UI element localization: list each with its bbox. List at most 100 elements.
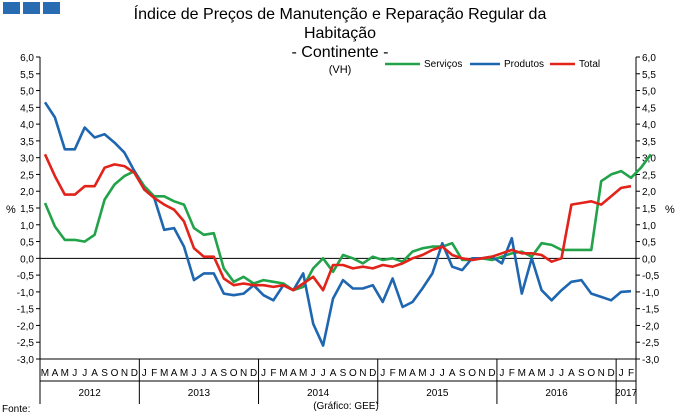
x-tick-label-month: O [111, 368, 119, 379]
legend-label-produtos: Produtos [504, 59, 544, 70]
y-tick-label-right: 4,0 [642, 120, 656, 131]
y-tick-label-left: 4,0 [20, 120, 34, 131]
y-tick-label-left: -2,0 [17, 321, 35, 332]
x-tick-label-month: A [330, 368, 337, 379]
x-tick-label-month: A [91, 368, 98, 379]
y-tick-label-right: 0,0 [642, 254, 656, 265]
x-tick-label-month: O [349, 368, 357, 379]
series-line-total [43, 153, 632, 292]
x-tick-label-month: M [398, 368, 406, 379]
chart-subtitle: (VH) [329, 64, 352, 76]
y-tick-label-left: -1,5 [17, 305, 35, 316]
y-tick-label-right: 5,5 [642, 70, 656, 81]
y-tick-label-left: -0,5 [17, 271, 35, 282]
series-line-serviços [43, 153, 652, 292]
y-tick-label-right: -3,0 [642, 355, 660, 366]
x-tick-label-month: F [628, 368, 634, 379]
x-tick-label-year: 2016 [545, 388, 568, 399]
x-tick-label-month: S [220, 368, 227, 379]
y-tick-label-right: -1,5 [642, 305, 660, 316]
y-tick-label-right: -2,5 [642, 338, 660, 349]
y-tick-label-right: 3,5 [642, 137, 656, 148]
x-tick-label-month: M [61, 368, 69, 379]
header-square-3 [43, 2, 60, 14]
x-tick-label-month: J [261, 368, 266, 379]
x-tick-label-month: A [528, 368, 535, 379]
x-tick-label-month: A [409, 368, 416, 379]
credit-label: (Gráfico: GEE) [313, 401, 379, 412]
x-tick-label-month: A [568, 368, 575, 379]
x-tick-label-month: D [369, 368, 376, 379]
x-tick-label-month: S [101, 368, 108, 379]
y-tick-label-left: 2,0 [20, 187, 34, 198]
x-tick-label-year: 2015 [426, 388, 449, 399]
x-tick-label-month: A [52, 368, 59, 379]
x-tick-label-month: M [518, 368, 526, 379]
x-tick-label-month: J [430, 368, 435, 379]
x-tick-label-month: J [559, 368, 564, 379]
x-tick-label-month: S [340, 368, 347, 379]
y-tick-label-left: 3,0 [20, 154, 34, 165]
x-tick-label-month: J [191, 368, 196, 379]
y-axis-label-right: % [665, 204, 675, 216]
y-tick-label-right: 1,0 [642, 221, 656, 232]
x-tick-label-year: 2012 [79, 388, 102, 399]
y-tick-label-right: -1,0 [642, 288, 660, 299]
x-tick-label-month: J [440, 368, 445, 379]
x-tick-label-month: N [121, 368, 128, 379]
chart-title-line-3: - Continente - [292, 44, 389, 61]
x-tick-label-month: M [418, 368, 426, 379]
x-tick-label-month: J [142, 368, 147, 379]
x-tick-label-month: J [380, 368, 385, 379]
x-tick-label-month: S [459, 368, 466, 379]
x-tick-label-month: J [72, 368, 77, 379]
chart-title-line-2: Habitação [304, 25, 376, 42]
x-tick-label-month: J [499, 368, 504, 379]
legend-label-total: Total [579, 59, 600, 70]
x-tick-label-month: O [230, 368, 238, 379]
x-tick-label-month: A [449, 368, 456, 379]
y-tick-label-right: 3,0 [642, 154, 656, 165]
x-tick-label-month: F [390, 368, 396, 379]
x-tick-label-month: O [587, 368, 595, 379]
x-tick-label-month: J [201, 368, 206, 379]
y-tick-label-left: 0,0 [20, 254, 34, 265]
chart-title-line-1: Índice de Preços de Manutenção e Reparaç… [134, 4, 547, 23]
x-tick-label-year: 2017 [615, 388, 638, 399]
y-tick-label-left: 5,5 [20, 70, 34, 81]
y-tick-label-right: 0,5 [642, 238, 656, 249]
y-tick-label-left: 1,0 [20, 221, 34, 232]
y-axis-label-left: % [6, 204, 16, 216]
y-tick-label-right: 5,0 [642, 87, 656, 98]
x-tick-label-month: D [250, 368, 257, 379]
x-tick-label-month: D [608, 368, 615, 379]
x-tick-label-month: S [578, 368, 585, 379]
y-tick-label-right: -0,5 [642, 271, 660, 282]
y-tick-label-left: 5,0 [20, 87, 34, 98]
x-tick-label-month: A [290, 368, 297, 379]
y-tick-label-right: 6,0 [642, 53, 656, 64]
x-tick-label-month: N [478, 368, 485, 379]
y-tick-label-right: 2,0 [642, 187, 656, 198]
x-tick-label-month: M [160, 368, 168, 379]
x-tick-label-month: F [270, 368, 276, 379]
x-tick-label-month: M [299, 368, 307, 379]
x-tick-label-month: F [509, 368, 515, 379]
x-tick-label-month: N [240, 368, 247, 379]
x-tick-label-month: J [549, 368, 554, 379]
y-tick-label-left: 4,5 [20, 103, 34, 114]
y-tick-label-left: -3,0 [17, 355, 35, 366]
y-tick-label-left: 1,5 [20, 204, 34, 215]
legend-label-serviços: Serviços [424, 59, 462, 70]
source-label: Fonte: [2, 404, 30, 415]
x-tick-label-month: A [171, 368, 178, 379]
x-tick-label-month: J [619, 368, 624, 379]
header-square-2 [23, 2, 40, 14]
y-tick-label-left: 6,0 [20, 53, 34, 64]
y-tick-label-left: 0,5 [20, 238, 34, 249]
x-tick-label-month: O [468, 368, 476, 379]
x-tick-label-month: J [321, 368, 326, 379]
x-tick-label-month: A [210, 368, 217, 379]
y-tick-label-right: 1,5 [642, 204, 656, 215]
